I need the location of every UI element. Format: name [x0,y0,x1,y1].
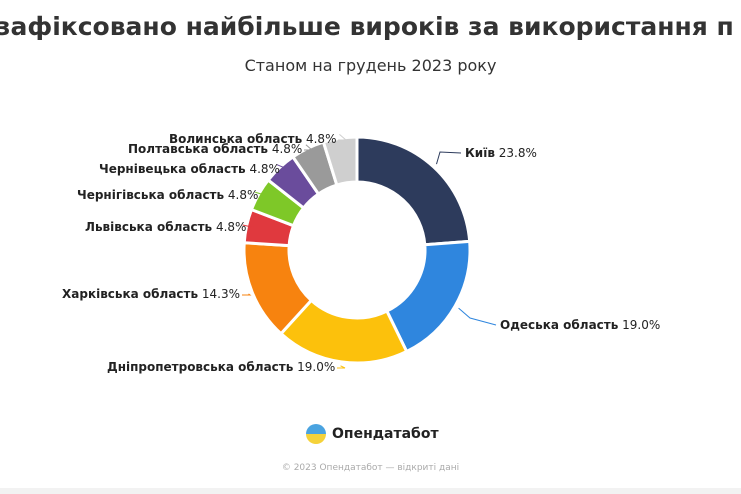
bottom-bar [0,488,741,494]
slice-8[interactable] [321,135,359,187]
slice-name: Київ [465,146,495,160]
slice-value: 23.8% [494,146,537,160]
slice-0[interactable] [355,135,472,247]
slice-name: Дніпропетровська область [107,360,294,374]
chart-subtitle: Станом на грудень 2023 року [244,56,497,75]
slice-value: 19.0% [618,318,661,332]
brand-logo-icon [306,424,326,444]
slice-value: 4.8% [212,220,247,234]
slice-name: Львівська область [85,220,213,234]
slice-label: Полтавська область 4.8% [128,142,302,156]
slice-label: Одеська область 19.0% [500,318,660,332]
footer-credit: © 2023 Опендатабот — відкриті дані [281,463,460,473]
connector-3 [242,293,252,296]
connector-5 [255,191,269,197]
connector-7 [304,144,314,151]
connector-1 [458,307,497,326]
slice-name: Одеська область [500,318,619,332]
slice-value: 4.8% [245,162,280,176]
slice-value: 4.8% [302,132,337,146]
slice-name: Харківська область [62,287,199,301]
chart-title: зафіксовано найбільше вироків за викорис… [0,12,734,41]
brand-name: Опендатабот [332,426,439,442]
slice-value: 14.3% [198,287,241,301]
slice-name: Волинська область [169,132,303,146]
slice-name: Чернігівська область [77,188,225,202]
slice-label: Волинська область 4.8% [169,132,336,146]
brand-logo: Опендатабот [306,424,439,444]
connector-4 [242,224,257,229]
slice-value: 4.8% [224,188,259,202]
connector-0 [436,151,462,165]
connector-8 [338,133,348,141]
slice-name: Чернівецька область [99,162,246,176]
slice-label: Київ 23.8% [465,146,537,160]
connector-6 [276,164,291,171]
slice-label: Дніпропетровська область 19.0% [107,360,335,374]
slice-name: Полтавська область [128,142,269,156]
slice-label: Львівська область 4.8% [85,220,246,234]
slice-value: 4.8% [268,142,303,156]
slice-label: Чернігівська область 4.8% [77,188,258,202]
slice-value: 19.0% [293,360,336,374]
connector-2 [337,365,346,369]
slice-label: Харківська область 14.3% [62,287,240,301]
slice-label: Чернівецька область 4.8% [99,162,280,176]
